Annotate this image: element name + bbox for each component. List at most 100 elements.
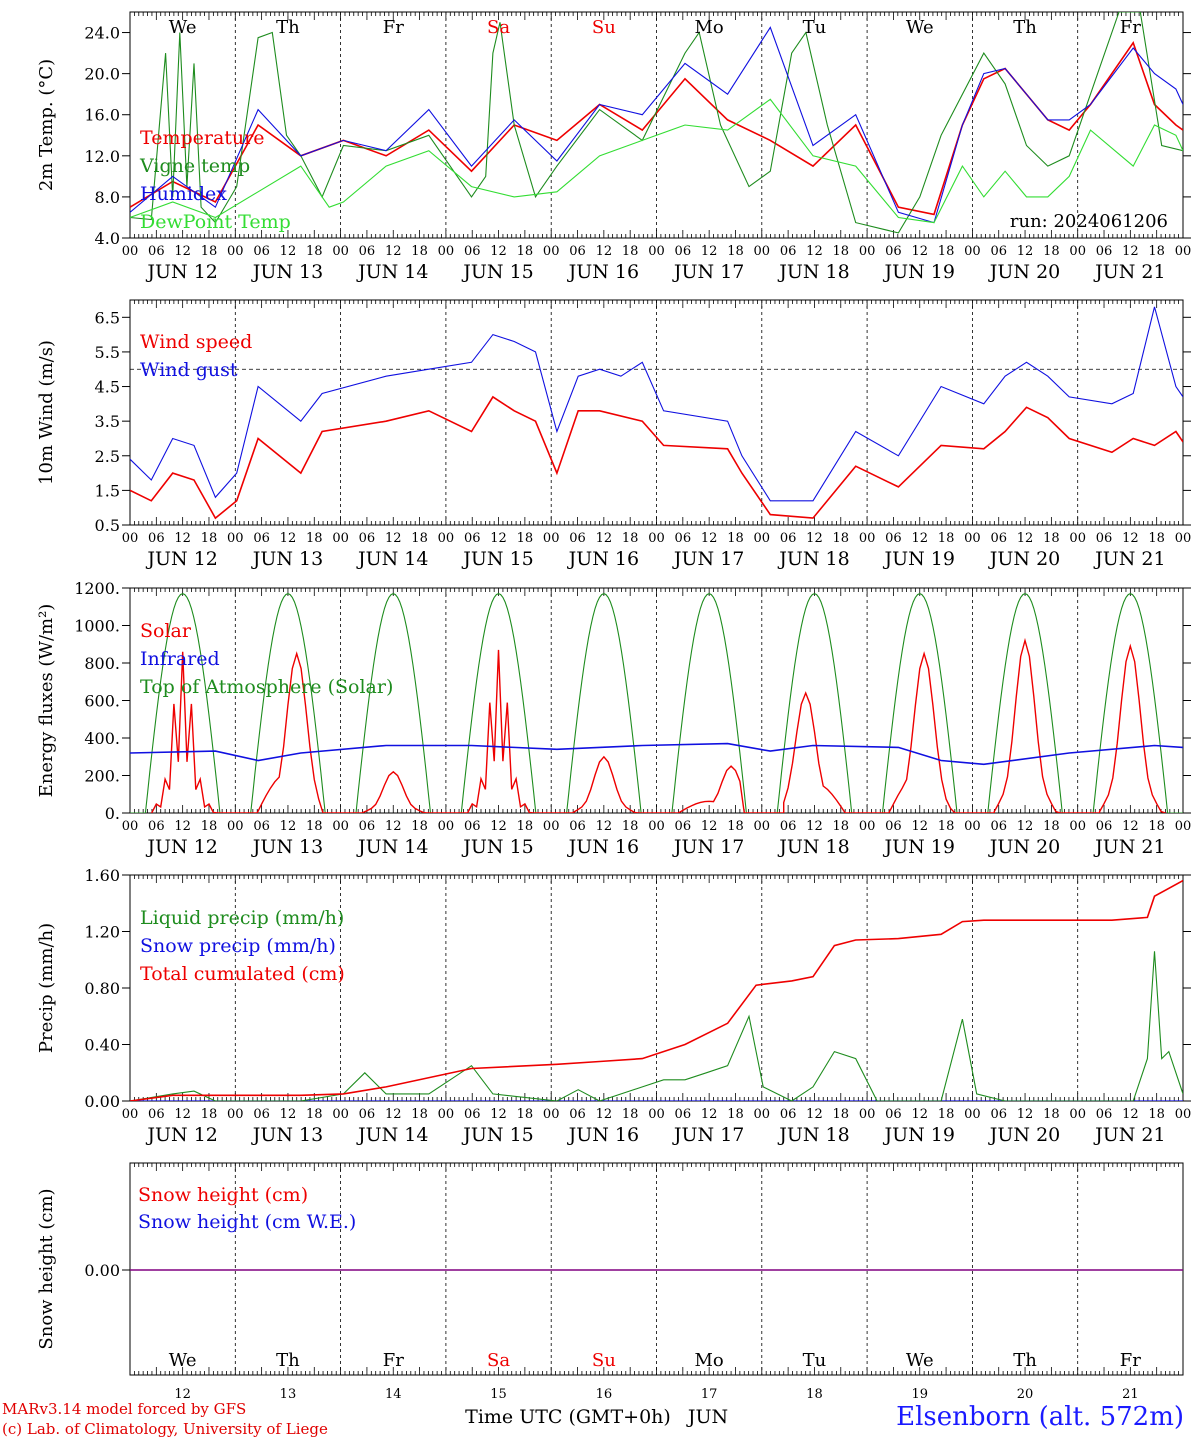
x-hour-label: 12 bbox=[1122, 819, 1139, 834]
x-hour-label: 18 bbox=[727, 531, 744, 546]
weekday-label: Tu bbox=[803, 1350, 827, 1371]
x-hour-label: 18 bbox=[1043, 531, 1060, 546]
y-tick-label: 0.40 bbox=[84, 1036, 120, 1055]
x-hour-label: 18 bbox=[833, 244, 850, 259]
y-tick-label: 4.5 bbox=[95, 378, 120, 397]
x-hour-label: 06 bbox=[990, 244, 1007, 259]
x-day-label: JUN 19 bbox=[883, 1124, 955, 1146]
x-day-number: 17 bbox=[701, 1387, 718, 1402]
x-hour-label: 00 bbox=[332, 531, 349, 546]
y-tick-label: 0.00 bbox=[84, 1261, 120, 1280]
x-hour-label: 06 bbox=[569, 819, 586, 834]
x-hour-label: 06 bbox=[780, 819, 797, 834]
x-hour-label: 00 bbox=[332, 819, 349, 834]
x-hour-label: 12 bbox=[911, 244, 928, 259]
x-hour-label: 12 bbox=[490, 531, 507, 546]
x-hour-label: 00 bbox=[859, 1107, 876, 1122]
series-line bbox=[130, 98, 1183, 224]
x-hour-label: 18 bbox=[1148, 244, 1165, 259]
x-hour-label: 00 bbox=[1175, 1107, 1192, 1122]
x-day-number: 12 bbox=[174, 1387, 191, 1402]
x-hour-label: 12 bbox=[174, 244, 191, 259]
x-hour-label: 06 bbox=[148, 244, 165, 259]
x-hour-label: 00 bbox=[754, 819, 771, 834]
x-day-label: JUN 17 bbox=[672, 836, 744, 858]
legend-entry: Wind gust bbox=[140, 359, 238, 381]
legend-entry: Total cumulated (cm) bbox=[140, 963, 345, 985]
x-hour-label: 06 bbox=[253, 1107, 270, 1122]
weekday-label: Su bbox=[592, 17, 616, 38]
x-hour-label: 06 bbox=[464, 1107, 481, 1122]
x-day-label: JUN 21 bbox=[1093, 1124, 1165, 1146]
x-hour-label: 00 bbox=[227, 819, 244, 834]
x-hour-label: 12 bbox=[385, 1107, 402, 1122]
legend-entry: Solar bbox=[140, 620, 192, 642]
x-hour-label: 06 bbox=[780, 244, 797, 259]
x-hour-label: 06 bbox=[780, 531, 797, 546]
series-line bbox=[130, 742, 1183, 766]
x-hour-label: 12 bbox=[806, 531, 823, 546]
series-line bbox=[130, 951, 1183, 1101]
x-hour-label: 00 bbox=[859, 244, 876, 259]
x-day-number: 16 bbox=[596, 1387, 613, 1402]
y-tick-label: 200. bbox=[84, 767, 120, 786]
x-hour-label: 18 bbox=[306, 1107, 323, 1122]
x-hour-label: 12 bbox=[385, 531, 402, 546]
series-line bbox=[130, 12, 1183, 234]
x-hour-label: 00 bbox=[122, 1107, 139, 1122]
x-hour-label: 06 bbox=[990, 819, 1007, 834]
x-day-label: JUN 20 bbox=[988, 261, 1060, 283]
x-axis-month: JUN bbox=[686, 1406, 728, 1428]
x-hour-label: 00 bbox=[1069, 819, 1086, 834]
x-hour-label: 06 bbox=[1096, 531, 1113, 546]
x-hour-label: 18 bbox=[201, 1107, 218, 1122]
x-day-label: JUN 17 bbox=[672, 261, 744, 283]
x-hour-label: 06 bbox=[1096, 1107, 1113, 1122]
x-hour-label: 00 bbox=[648, 819, 665, 834]
x-hour-label: 18 bbox=[938, 1107, 955, 1122]
y-tick-label: 0.5 bbox=[95, 516, 120, 535]
x-hour-label: 06 bbox=[990, 531, 1007, 546]
x-hour-label: 06 bbox=[253, 244, 270, 259]
x-day-label: JUN 17 bbox=[672, 1124, 744, 1146]
x-hour-label: 12 bbox=[596, 244, 613, 259]
legend-entry: Humidex bbox=[140, 183, 227, 205]
x-hour-label: 12 bbox=[911, 531, 928, 546]
x-day-label: JUN 21 bbox=[1093, 836, 1165, 858]
x-hour-label: 06 bbox=[464, 531, 481, 546]
x-hour-label: 18 bbox=[517, 531, 534, 546]
weekday-label: Fr bbox=[383, 1350, 404, 1371]
series-line bbox=[151, 637, 1166, 813]
x-hour-label: 18 bbox=[727, 244, 744, 259]
x-hour-label: 06 bbox=[1096, 244, 1113, 259]
legend-entry: Temperature bbox=[140, 127, 264, 149]
y-tick-label: 800. bbox=[84, 654, 120, 673]
y-tick-label: 16.0 bbox=[84, 106, 120, 125]
x-hour-label: 06 bbox=[253, 531, 270, 546]
x-hour-label: 00 bbox=[859, 531, 876, 546]
x-hour-label: 00 bbox=[227, 1107, 244, 1122]
x-hour-label: 18 bbox=[201, 244, 218, 259]
x-hour-label: 00 bbox=[543, 531, 560, 546]
x-hour-label: 12 bbox=[1017, 819, 1034, 834]
x-hour-label: 18 bbox=[1148, 1107, 1165, 1122]
x-hour-label: 18 bbox=[1148, 819, 1165, 834]
weekday-label: Sa bbox=[487, 1350, 510, 1371]
x-hour-label: 12 bbox=[596, 1107, 613, 1122]
weekday-label: Sa bbox=[487, 17, 510, 38]
x-hour-label: 12 bbox=[280, 819, 297, 834]
x-hour-label: 18 bbox=[622, 531, 639, 546]
x-hour-label: 06 bbox=[464, 244, 481, 259]
legend-entry: DewPoint Temp bbox=[140, 211, 291, 233]
x-hour-label: 06 bbox=[1096, 819, 1113, 834]
panel-frame-1 bbox=[129, 299, 1184, 526]
x-hour-label: 12 bbox=[806, 244, 823, 259]
y-tick-label: 6.5 bbox=[95, 308, 120, 327]
x-day-label: JUN 21 bbox=[1093, 261, 1165, 283]
weekday-label: We bbox=[906, 17, 934, 38]
y-tick-label: 1.60 bbox=[84, 866, 120, 885]
y-tick-label: 3.5 bbox=[95, 412, 120, 431]
x-day-label: JUN 16 bbox=[567, 1124, 639, 1146]
x-day-label: JUN 12 bbox=[145, 1124, 217, 1146]
x-hour-label: 00 bbox=[543, 819, 560, 834]
